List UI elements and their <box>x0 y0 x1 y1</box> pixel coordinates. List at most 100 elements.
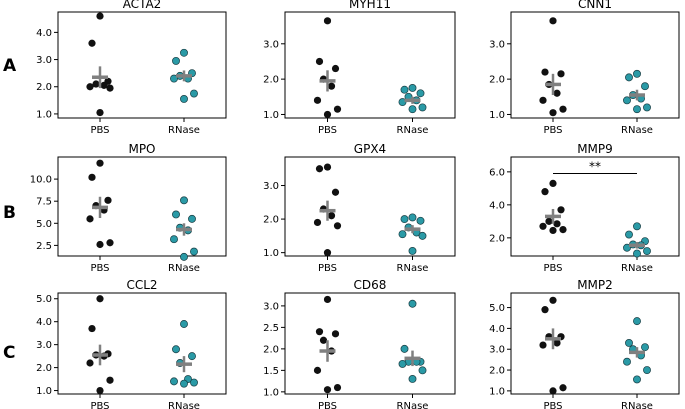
data-point-pbs <box>313 218 322 227</box>
panel-gpx4: GPX4 1.0 2.0 3.0 PBS RNase <box>263 142 456 274</box>
data-point-pbs <box>86 215 94 223</box>
data-point-pbs <box>315 165 324 173</box>
row-label-a: A <box>3 56 17 76</box>
y-tick-label: 1.0 <box>36 109 52 120</box>
data-point-pbs <box>86 359 94 367</box>
data-point-rnase <box>180 252 188 261</box>
panel-mmp2: MMP2 1.0 2.0 3.0 4.0 5.0 PBS RNase <box>489 278 680 409</box>
data-point-rnase <box>418 103 427 112</box>
data-point-rnase <box>418 366 427 375</box>
data-point-rnase <box>408 247 417 255</box>
data-point-pbs <box>96 108 104 117</box>
x-tick-label: RNase <box>168 401 200 409</box>
data-point-pbs <box>323 295 332 304</box>
data-point-pbs <box>331 64 340 73</box>
data-point-pbs <box>96 159 104 167</box>
data-point-rnase <box>170 74 178 83</box>
data-point-pbs <box>323 17 332 25</box>
data-point-rnase <box>408 84 417 92</box>
data-point-pbs <box>553 339 561 347</box>
x-tick-label: RNase <box>621 263 653 274</box>
y-tick-label: 2.0 <box>36 82 52 93</box>
x-tick-label: PBS <box>543 263 562 274</box>
data-point-pbs <box>541 68 549 76</box>
data-point-pbs <box>92 80 100 88</box>
y-tick-label: 2.5 <box>263 323 279 334</box>
data-point-rnase <box>180 48 188 57</box>
x-tick-label: PBS <box>90 263 109 274</box>
data-point-rnase <box>643 247 651 255</box>
data-point-pbs <box>315 328 324 336</box>
data-point-pbs <box>323 110 332 119</box>
data-point-pbs <box>333 222 342 230</box>
panel-title: CCL2 <box>126 278 157 292</box>
data-point-rnase <box>172 56 180 65</box>
data-point-rnase <box>633 69 641 78</box>
data-point-rnase <box>400 344 409 353</box>
data-point-rnase <box>643 103 651 112</box>
data-point-pbs <box>333 383 342 392</box>
data-point-pbs <box>323 163 332 171</box>
axes-frame <box>57 292 227 395</box>
data-point-rnase <box>398 359 407 368</box>
data-point-pbs <box>549 387 557 395</box>
data-point-rnase <box>633 375 641 384</box>
axes-frame <box>510 292 680 395</box>
y-tick-label: 2.0 <box>263 215 279 226</box>
y-tick-label: 1.0 <box>489 386 505 397</box>
data-point-pbs <box>331 188 340 196</box>
data-point-rnase <box>625 339 633 347</box>
axes-frame <box>284 292 456 395</box>
panel-myh11: MYH11 1.0 2.0 3.0 PBS RNase <box>263 0 456 136</box>
row-label-b: B <box>3 203 16 223</box>
x-tick-label: PBS <box>90 125 109 136</box>
data-point-rnase <box>418 231 427 240</box>
y-tick-label: 7.5 <box>36 197 52 208</box>
axes-frame <box>57 11 227 119</box>
data-point-rnase <box>625 73 633 82</box>
y-tick-label: 4.0 <box>36 28 52 39</box>
data-point-rnase <box>190 89 198 98</box>
data-point-rnase <box>170 377 178 386</box>
data-point-rnase <box>190 247 198 256</box>
data-point-rnase <box>172 210 180 219</box>
data-point-rnase <box>172 345 180 354</box>
axes-frame <box>57 156 227 257</box>
panel-title: CNN1 <box>578 0 612 11</box>
data-point-pbs <box>327 82 336 90</box>
data-point-pbs <box>88 173 96 181</box>
y-tick-label: 2.0 <box>489 233 505 244</box>
data-point-rnase <box>641 82 649 91</box>
significance-label: ** <box>589 160 601 174</box>
y-tick-label: 6.0 <box>489 167 505 178</box>
x-tick-label: PBS <box>318 125 337 136</box>
y-tick-label: 4.0 <box>489 200 505 211</box>
data-point-pbs <box>100 81 108 89</box>
data-point-pbs <box>106 239 114 247</box>
panel-cd68: CD68 1.0 1.5 2.0 2.5 3.0 PBS RNase <box>263 278 456 409</box>
panel-mpo: MPO 2.5 5.0 7.5 10.0 PBS RNase <box>30 142 227 274</box>
data-point-pbs <box>104 196 112 204</box>
data-point-rnase <box>416 216 425 225</box>
y-tick-label: 3.0 <box>263 181 279 192</box>
panel-title: MPO <box>128 142 155 156</box>
x-tick-label: RNase <box>397 263 429 274</box>
data-point-pbs <box>96 295 104 303</box>
y-tick-label: 4.0 <box>36 317 52 328</box>
y-tick-label: 5.0 <box>489 303 505 314</box>
data-point-rnase <box>633 222 641 231</box>
data-point-pbs <box>553 220 561 228</box>
data-point-pbs <box>333 105 342 113</box>
data-point-rnase <box>623 243 631 252</box>
data-point-rnase <box>180 95 188 103</box>
data-point-rnase <box>633 317 641 326</box>
y-tick-label: 1.0 <box>489 110 505 121</box>
data-point-pbs <box>106 84 114 92</box>
data-point-rnase <box>641 343 649 352</box>
y-tick-label: 5.0 <box>36 219 52 230</box>
panel-title: MMP9 <box>577 142 613 156</box>
x-tick-label: RNase <box>621 125 653 136</box>
y-tick-label: 5.0 <box>36 294 52 305</box>
data-point-pbs <box>313 366 322 374</box>
